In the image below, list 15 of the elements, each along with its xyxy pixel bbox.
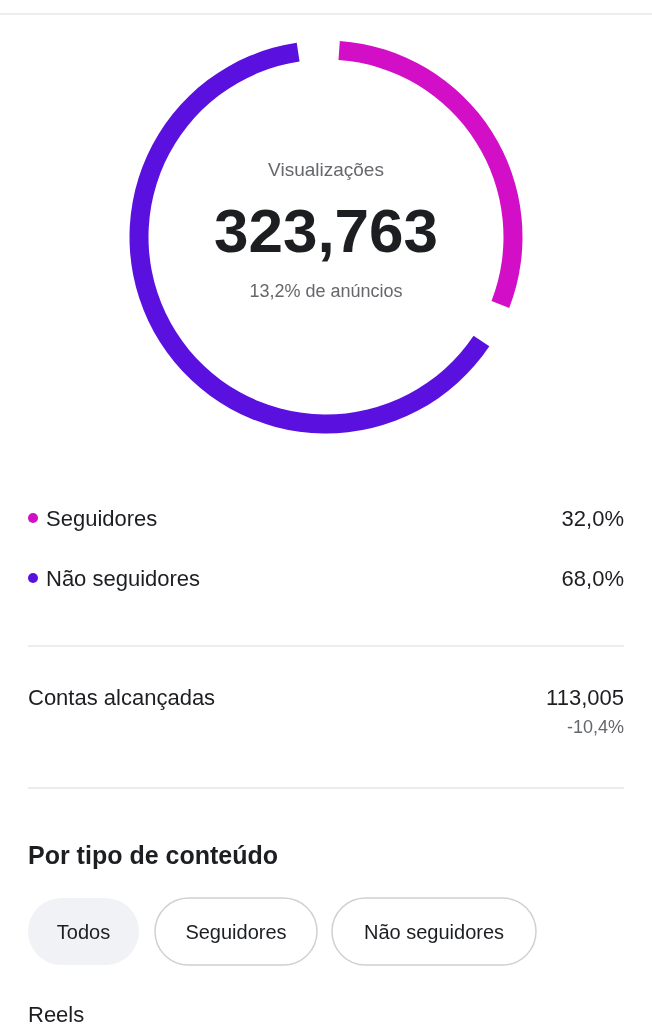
text: Visualizações [268,159,384,180]
text: Todos [56,921,111,943]
text: Seguidores [185,921,287,943]
data-label: 68,0% [561,566,624,591]
text: Não seguidores [363,921,505,943]
text: Reels [28,1002,85,1024]
text: Por tipo de conteúdo [28,841,278,869]
text: 323,763 [213,196,439,265]
text: 113,005 [546,685,624,710]
legend-label: Não seguidores [46,566,201,591]
legend-label: Seguidores [46,506,158,531]
text: -10,4% [566,717,624,737]
text: Contas alcançadas [28,685,216,710]
data-label: 32,0% [561,506,624,531]
text: 13,2% de anúncios [249,281,403,301]
